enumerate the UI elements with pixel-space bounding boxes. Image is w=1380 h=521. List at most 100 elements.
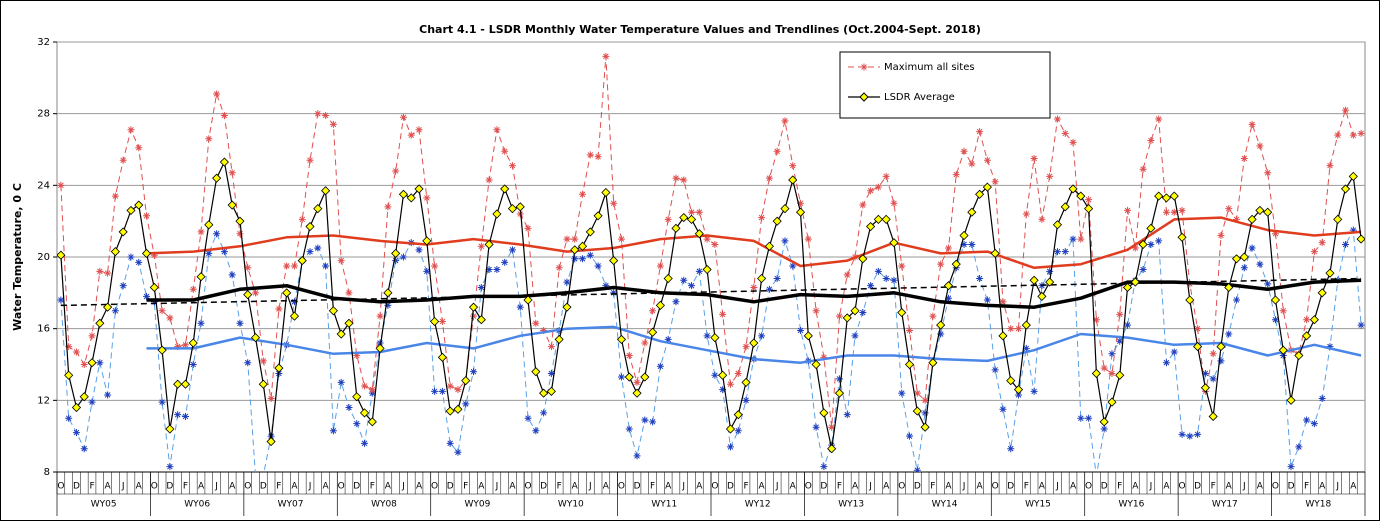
- star-marker: [540, 326, 548, 334]
- group-label: WY10: [558, 500, 584, 510]
- diamond-marker: [827, 444, 837, 454]
- diamond-marker: [725, 424, 736, 434]
- x-tick-label: D: [1007, 482, 1014, 492]
- diamond-marker: [850, 306, 860, 316]
- diamond-marker: [733, 410, 743, 420]
- diamond-marker: [391, 248, 401, 258]
- star-marker: [298, 215, 306, 223]
- x-tick-label: A: [323, 482, 330, 492]
- diamond-marker: [1193, 342, 1203, 352]
- star-marker: [415, 246, 423, 254]
- x-tick-label: J: [775, 482, 779, 492]
- star-marker: [929, 312, 937, 320]
- star-marker: [361, 439, 369, 447]
- legend-box: [839, 51, 1051, 119]
- x-tick-label: A: [1132, 482, 1139, 492]
- x-tick-label: F: [557, 482, 562, 492]
- star-marker: [547, 343, 555, 351]
- x-tick-label: F: [930, 482, 935, 492]
- x-tick-label: F: [370, 482, 375, 492]
- diamond-marker: [873, 214, 883, 224]
- diamond-marker: [1348, 171, 1358, 181]
- y-tick-label: 32: [37, 37, 50, 48]
- star-marker: [641, 416, 649, 424]
- diamond-marker: [461, 376, 471, 386]
- diamond-marker: [912, 406, 922, 416]
- diamond-marker: [1091, 368, 1101, 379]
- star-marker: [143, 292, 151, 300]
- star-marker: [695, 267, 703, 275]
- diamond-marker: [1060, 202, 1070, 212]
- x-tick-label: O: [618, 482, 625, 492]
- x-tick-label: D: [540, 482, 547, 492]
- x-tick-label: A: [136, 482, 143, 492]
- star-marker: [189, 285, 197, 293]
- diamond-marker: [157, 345, 167, 355]
- star-marker: [361, 382, 369, 390]
- series-line: [146, 278, 1362, 309]
- star-marker: [1233, 215, 1241, 223]
- star-marker: [1108, 369, 1116, 377]
- star-marker: [384, 301, 392, 309]
- star-marker: [493, 126, 501, 134]
- group-label: WY15: [1025, 500, 1051, 510]
- star-marker: [353, 420, 361, 428]
- diamond-marker: [546, 386, 556, 396]
- star-marker: [119, 156, 127, 164]
- star-marker: [220, 248, 228, 256]
- star-marker: [983, 156, 991, 164]
- star-marker: [913, 466, 921, 472]
- group-label: WY05: [91, 500, 117, 510]
- series-line: [60, 55, 1362, 428]
- star-marker: [656, 262, 664, 270]
- star-marker: [127, 253, 135, 261]
- y-tick-label: 24: [37, 180, 50, 191]
- star-marker: [1233, 296, 1241, 304]
- diamond-marker: [624, 372, 634, 382]
- x-tick-label: D: [166, 482, 173, 492]
- diamond-marker: [616, 334, 627, 344]
- star-marker: [625, 352, 633, 360]
- star-marker: [1053, 115, 1061, 123]
- x-tick-label: A: [291, 482, 298, 492]
- star-marker: [470, 312, 478, 320]
- diamond-marker: [1309, 315, 1319, 325]
- star-marker: [446, 439, 454, 447]
- diamond-marker: [1302, 331, 1312, 341]
- x-tick-label: A: [416, 482, 423, 492]
- diamond-marker: [539, 388, 549, 398]
- star-marker: [726, 443, 734, 451]
- star-marker: [376, 312, 384, 320]
- x-tick-label: A: [198, 482, 205, 492]
- x-tick-label: J: [588, 482, 592, 492]
- group-label: WY07: [278, 500, 304, 510]
- star-marker: [392, 257, 400, 265]
- star-marker: [485, 266, 493, 274]
- star-marker: [711, 240, 719, 248]
- star-marker: [244, 359, 252, 367]
- star-marker: [937, 260, 945, 268]
- star-marker: [158, 398, 166, 406]
- diamond-marker: [936, 320, 946, 330]
- diamond-marker: [1286, 395, 1296, 405]
- star-marker: [1240, 264, 1248, 272]
- star-marker: [1124, 321, 1132, 329]
- diamond-marker: [1154, 191, 1164, 201]
- star-marker: [1357, 129, 1365, 137]
- diamond-marker: [1200, 383, 1210, 393]
- star-marker: [797, 199, 805, 207]
- star-marker: [1053, 248, 1061, 256]
- diamond-marker: [1146, 223, 1156, 233]
- diamond-marker: [243, 290, 253, 300]
- diamond-marker: [1045, 277, 1055, 287]
- diamond-marker: [500, 184, 510, 194]
- star-marker: [1264, 169, 1272, 177]
- star-marker: [1116, 310, 1124, 318]
- plot-layer: [57, 52, 1365, 472]
- star-marker: [80, 445, 88, 453]
- star-marker: [501, 258, 509, 266]
- star-marker: [174, 411, 182, 419]
- diamond-marker: [523, 295, 533, 305]
- star-marker: [898, 389, 906, 397]
